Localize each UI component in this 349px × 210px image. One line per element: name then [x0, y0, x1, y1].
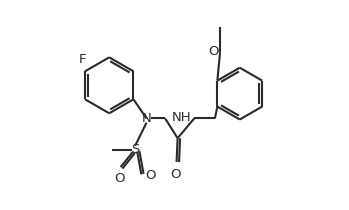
Text: S: S	[131, 143, 139, 156]
Text: F: F	[79, 53, 87, 66]
Text: N: N	[142, 112, 151, 125]
Text: O: O	[208, 45, 218, 58]
Text: O: O	[145, 169, 156, 182]
Text: O: O	[114, 172, 125, 185]
Text: NH: NH	[172, 111, 192, 124]
Text: O: O	[170, 168, 181, 181]
